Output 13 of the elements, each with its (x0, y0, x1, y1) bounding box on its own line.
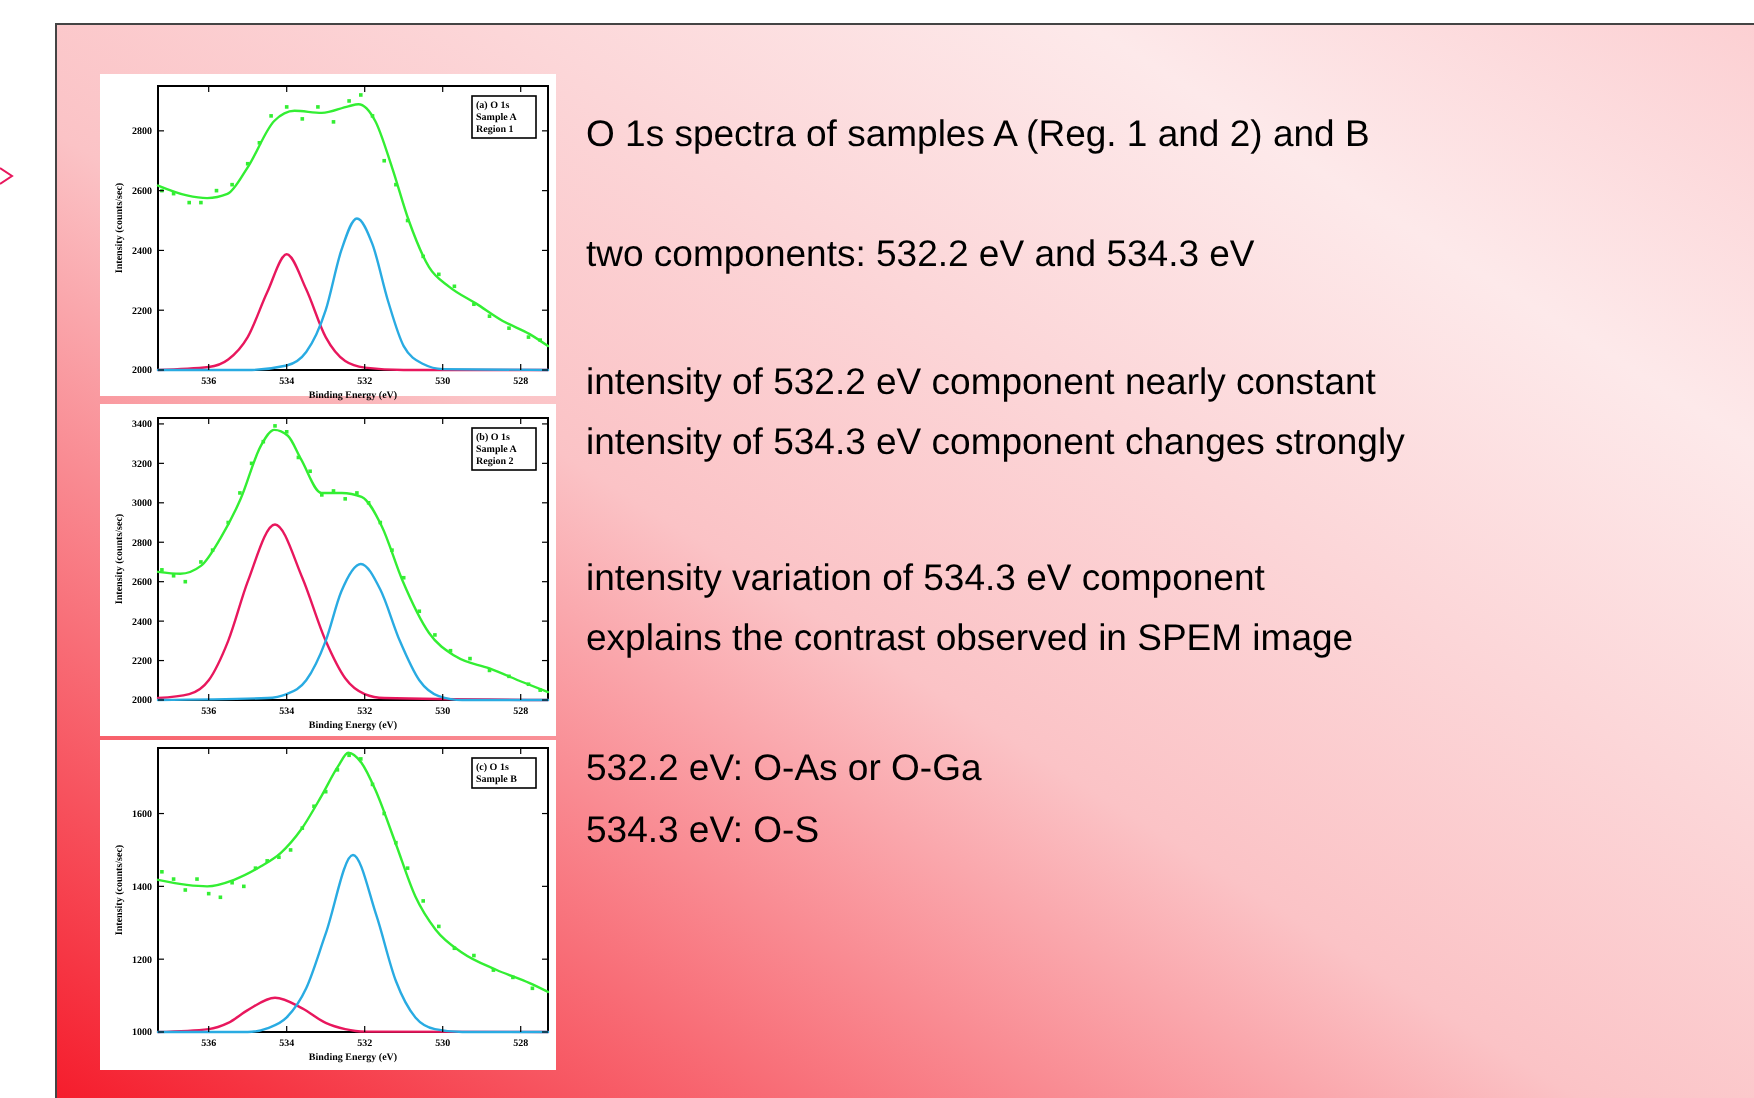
line-series (156, 103, 550, 348)
line-series (156, 751, 550, 994)
line-series (156, 562, 550, 702)
text: intensity of 532.2 eV component nearly constant (586, 360, 1376, 402)
line-series (156, 217, 550, 372)
text: explains the contrast observed in SPEM image (586, 616, 1354, 658)
text: intensity of 534.3 eV component changes strongly (586, 420, 1407, 462)
text: 534.3 eV: O-S (586, 808, 820, 850)
line-series (156, 853, 550, 1034)
text: two components: 532.2 eV and 534.3 eV (586, 232, 1256, 274)
text: 532.2 eV: O-As or O-Ga (586, 746, 983, 788)
text: O 1s spectra of samples A (Reg. 1 and 2) and B (586, 112, 1370, 154)
text: intensity variation of 534.3 eV component (586, 556, 1265, 598)
